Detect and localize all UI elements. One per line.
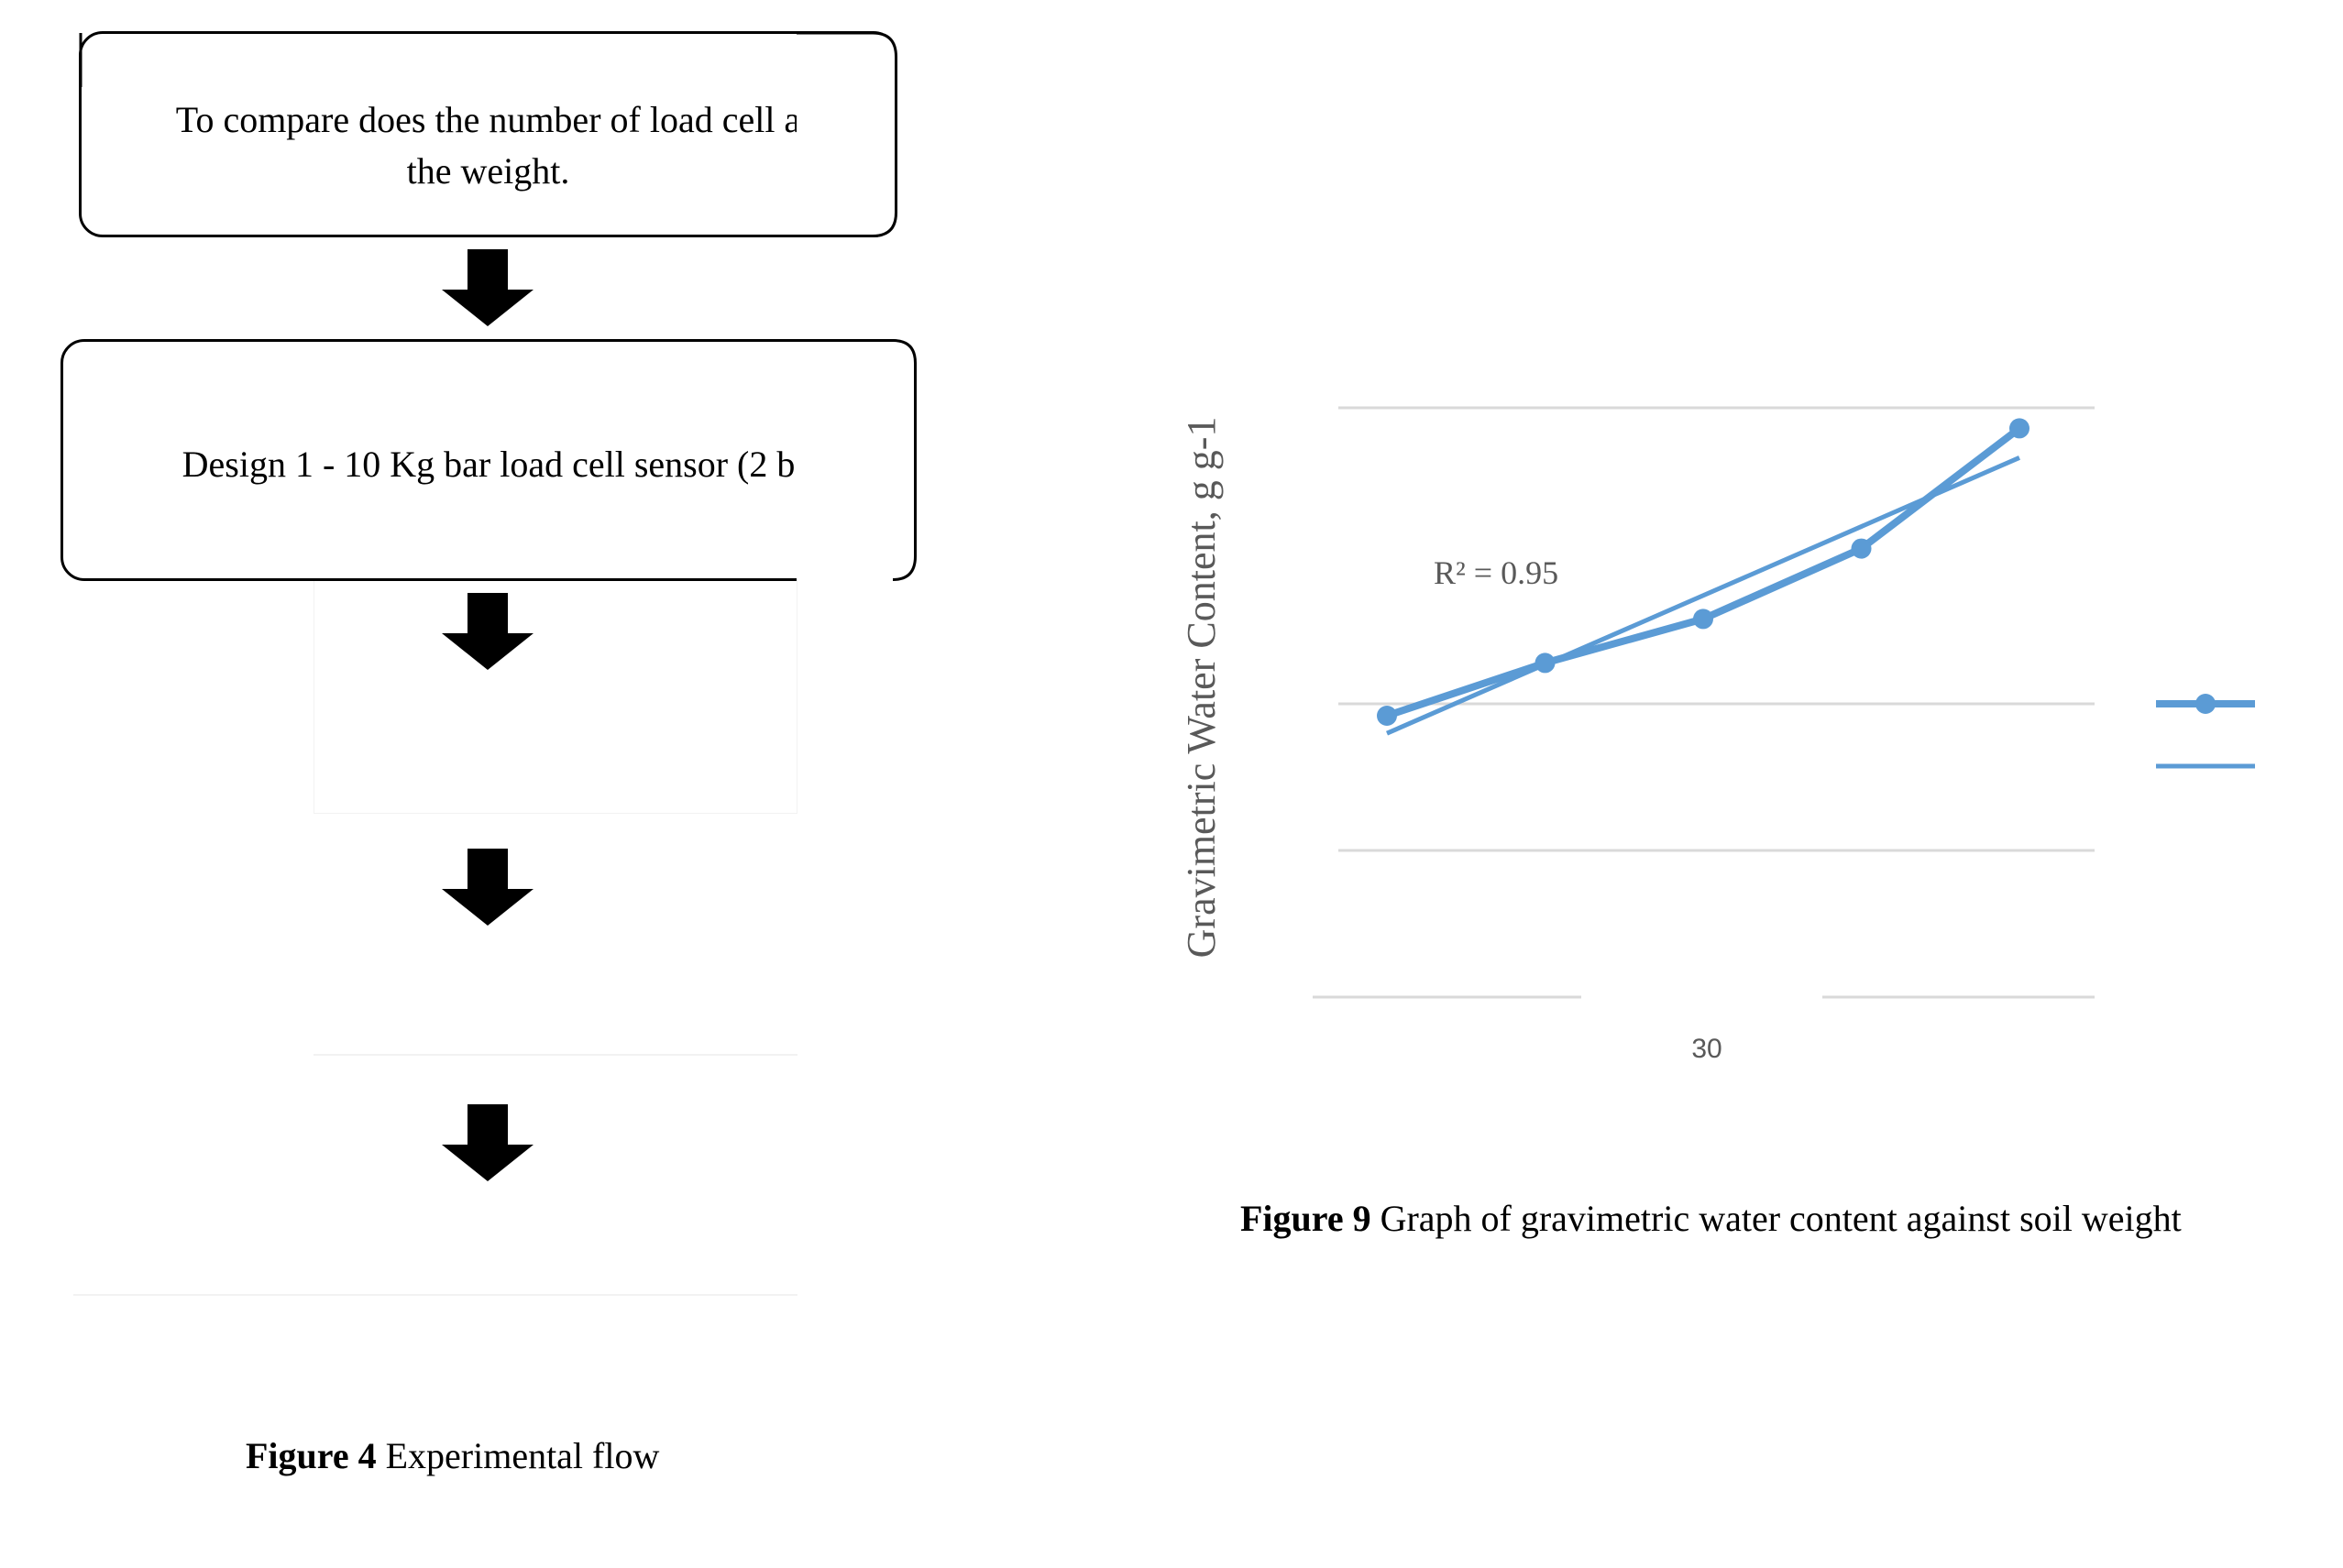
flow-box-placeholder xyxy=(314,581,798,814)
clip-mask xyxy=(797,37,899,236)
data-point-1 xyxy=(1534,652,1556,674)
r-squared-annotation: R² = 0.95 xyxy=(1434,554,1558,591)
down-arrow-icon xyxy=(442,249,534,326)
down-arrow-icon xyxy=(442,1104,534,1181)
flow-box-design-1: Design 1 - 10 Kg bar load cell sensor (2… xyxy=(60,339,917,581)
data-point-4 xyxy=(2009,418,2030,439)
down-arrow-icon xyxy=(442,849,534,926)
y-axis-label: Gravimetric Water Content, g g-1 xyxy=(1179,417,1224,959)
data-point-2 xyxy=(1693,609,1713,630)
flow-box-placeholder xyxy=(73,1294,798,1296)
flow-box-objective-line1: To compare does the number of load cell … xyxy=(175,99,801,140)
legend-swatch-marker xyxy=(2195,694,2216,714)
figure-4-text: Experimental flow xyxy=(376,1435,660,1476)
figure-4-number: Figure 4 xyxy=(246,1435,377,1476)
chart-gridlines xyxy=(1313,406,2095,999)
figure-9-number: Figure 9 xyxy=(1240,1198,1371,1239)
chart-legend xyxy=(2156,694,2255,769)
flow-box-objective: To compare does the number of load cell … xyxy=(79,31,897,237)
gravimetric-chart: Gravimetric Water Content, g g-1 R² = 0.… xyxy=(1179,406,2255,1064)
trendline xyxy=(1386,455,2020,736)
flow-box-design-1-line1: Design 1 - 10 Kg bar load cell sensor (2… xyxy=(182,444,796,485)
flow-box-placeholder xyxy=(314,1054,798,1056)
figure-4-caption: Figure 4 Experimental flow xyxy=(246,1434,659,1477)
clip-mask xyxy=(797,33,899,38)
figure-9-caption: Figure 9 Graph of gravimetric water cont… xyxy=(1240,1197,2182,1240)
flow-box-objective-line2: the weight. xyxy=(406,150,570,192)
data-point-0 xyxy=(1377,706,1397,726)
data-point-3 xyxy=(1851,538,1872,559)
clip-mask xyxy=(797,342,918,582)
chart-series xyxy=(1377,418,2030,736)
down-arrow-icon xyxy=(442,593,534,670)
x-tick-label-30: 30 xyxy=(1691,1034,1722,1064)
figure-9-text: Graph of gravimetric water content again… xyxy=(1370,1198,2182,1239)
